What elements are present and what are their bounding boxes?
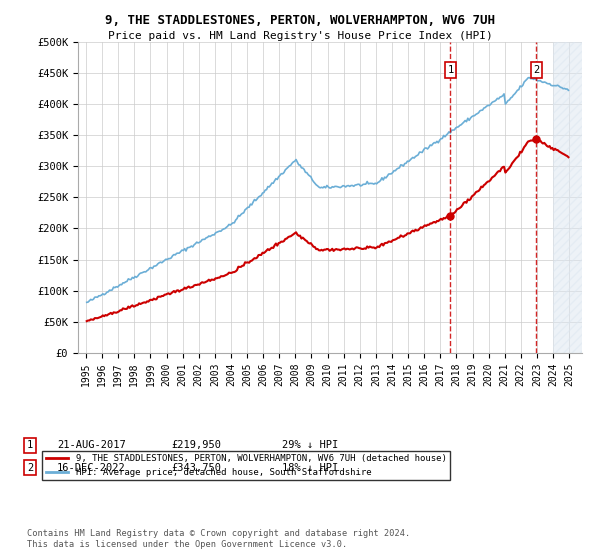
- Text: 1: 1: [27, 440, 33, 450]
- Text: Price paid vs. HM Land Registry's House Price Index (HPI): Price paid vs. HM Land Registry's House …: [107, 31, 493, 41]
- Text: £343,750: £343,750: [171, 463, 221, 473]
- Text: Contains HM Land Registry data © Crown copyright and database right 2024.
This d: Contains HM Land Registry data © Crown c…: [27, 529, 410, 549]
- Bar: [553, 42, 582, 353]
- Text: 21-AUG-2017: 21-AUG-2017: [57, 440, 126, 450]
- Text: 1: 1: [447, 65, 454, 75]
- Text: 18% ↓ HPI: 18% ↓ HPI: [282, 463, 338, 473]
- Text: 9, THE STADDLESTONES, PERTON, WOLVERHAMPTON, WV6 7UH: 9, THE STADDLESTONES, PERTON, WOLVERHAMP…: [105, 14, 495, 27]
- Legend: 9, THE STADDLESTONES, PERTON, WOLVERHAMPTON, WV6 7UH (detached house), HPI: Aver: 9, THE STADDLESTONES, PERTON, WOLVERHAMP…: [42, 451, 450, 480]
- Text: 16-DEC-2022: 16-DEC-2022: [57, 463, 126, 473]
- Text: £219,950: £219,950: [171, 440, 221, 450]
- Text: 2: 2: [27, 463, 33, 473]
- Text: 29% ↓ HPI: 29% ↓ HPI: [282, 440, 338, 450]
- Text: 2: 2: [533, 65, 539, 75]
